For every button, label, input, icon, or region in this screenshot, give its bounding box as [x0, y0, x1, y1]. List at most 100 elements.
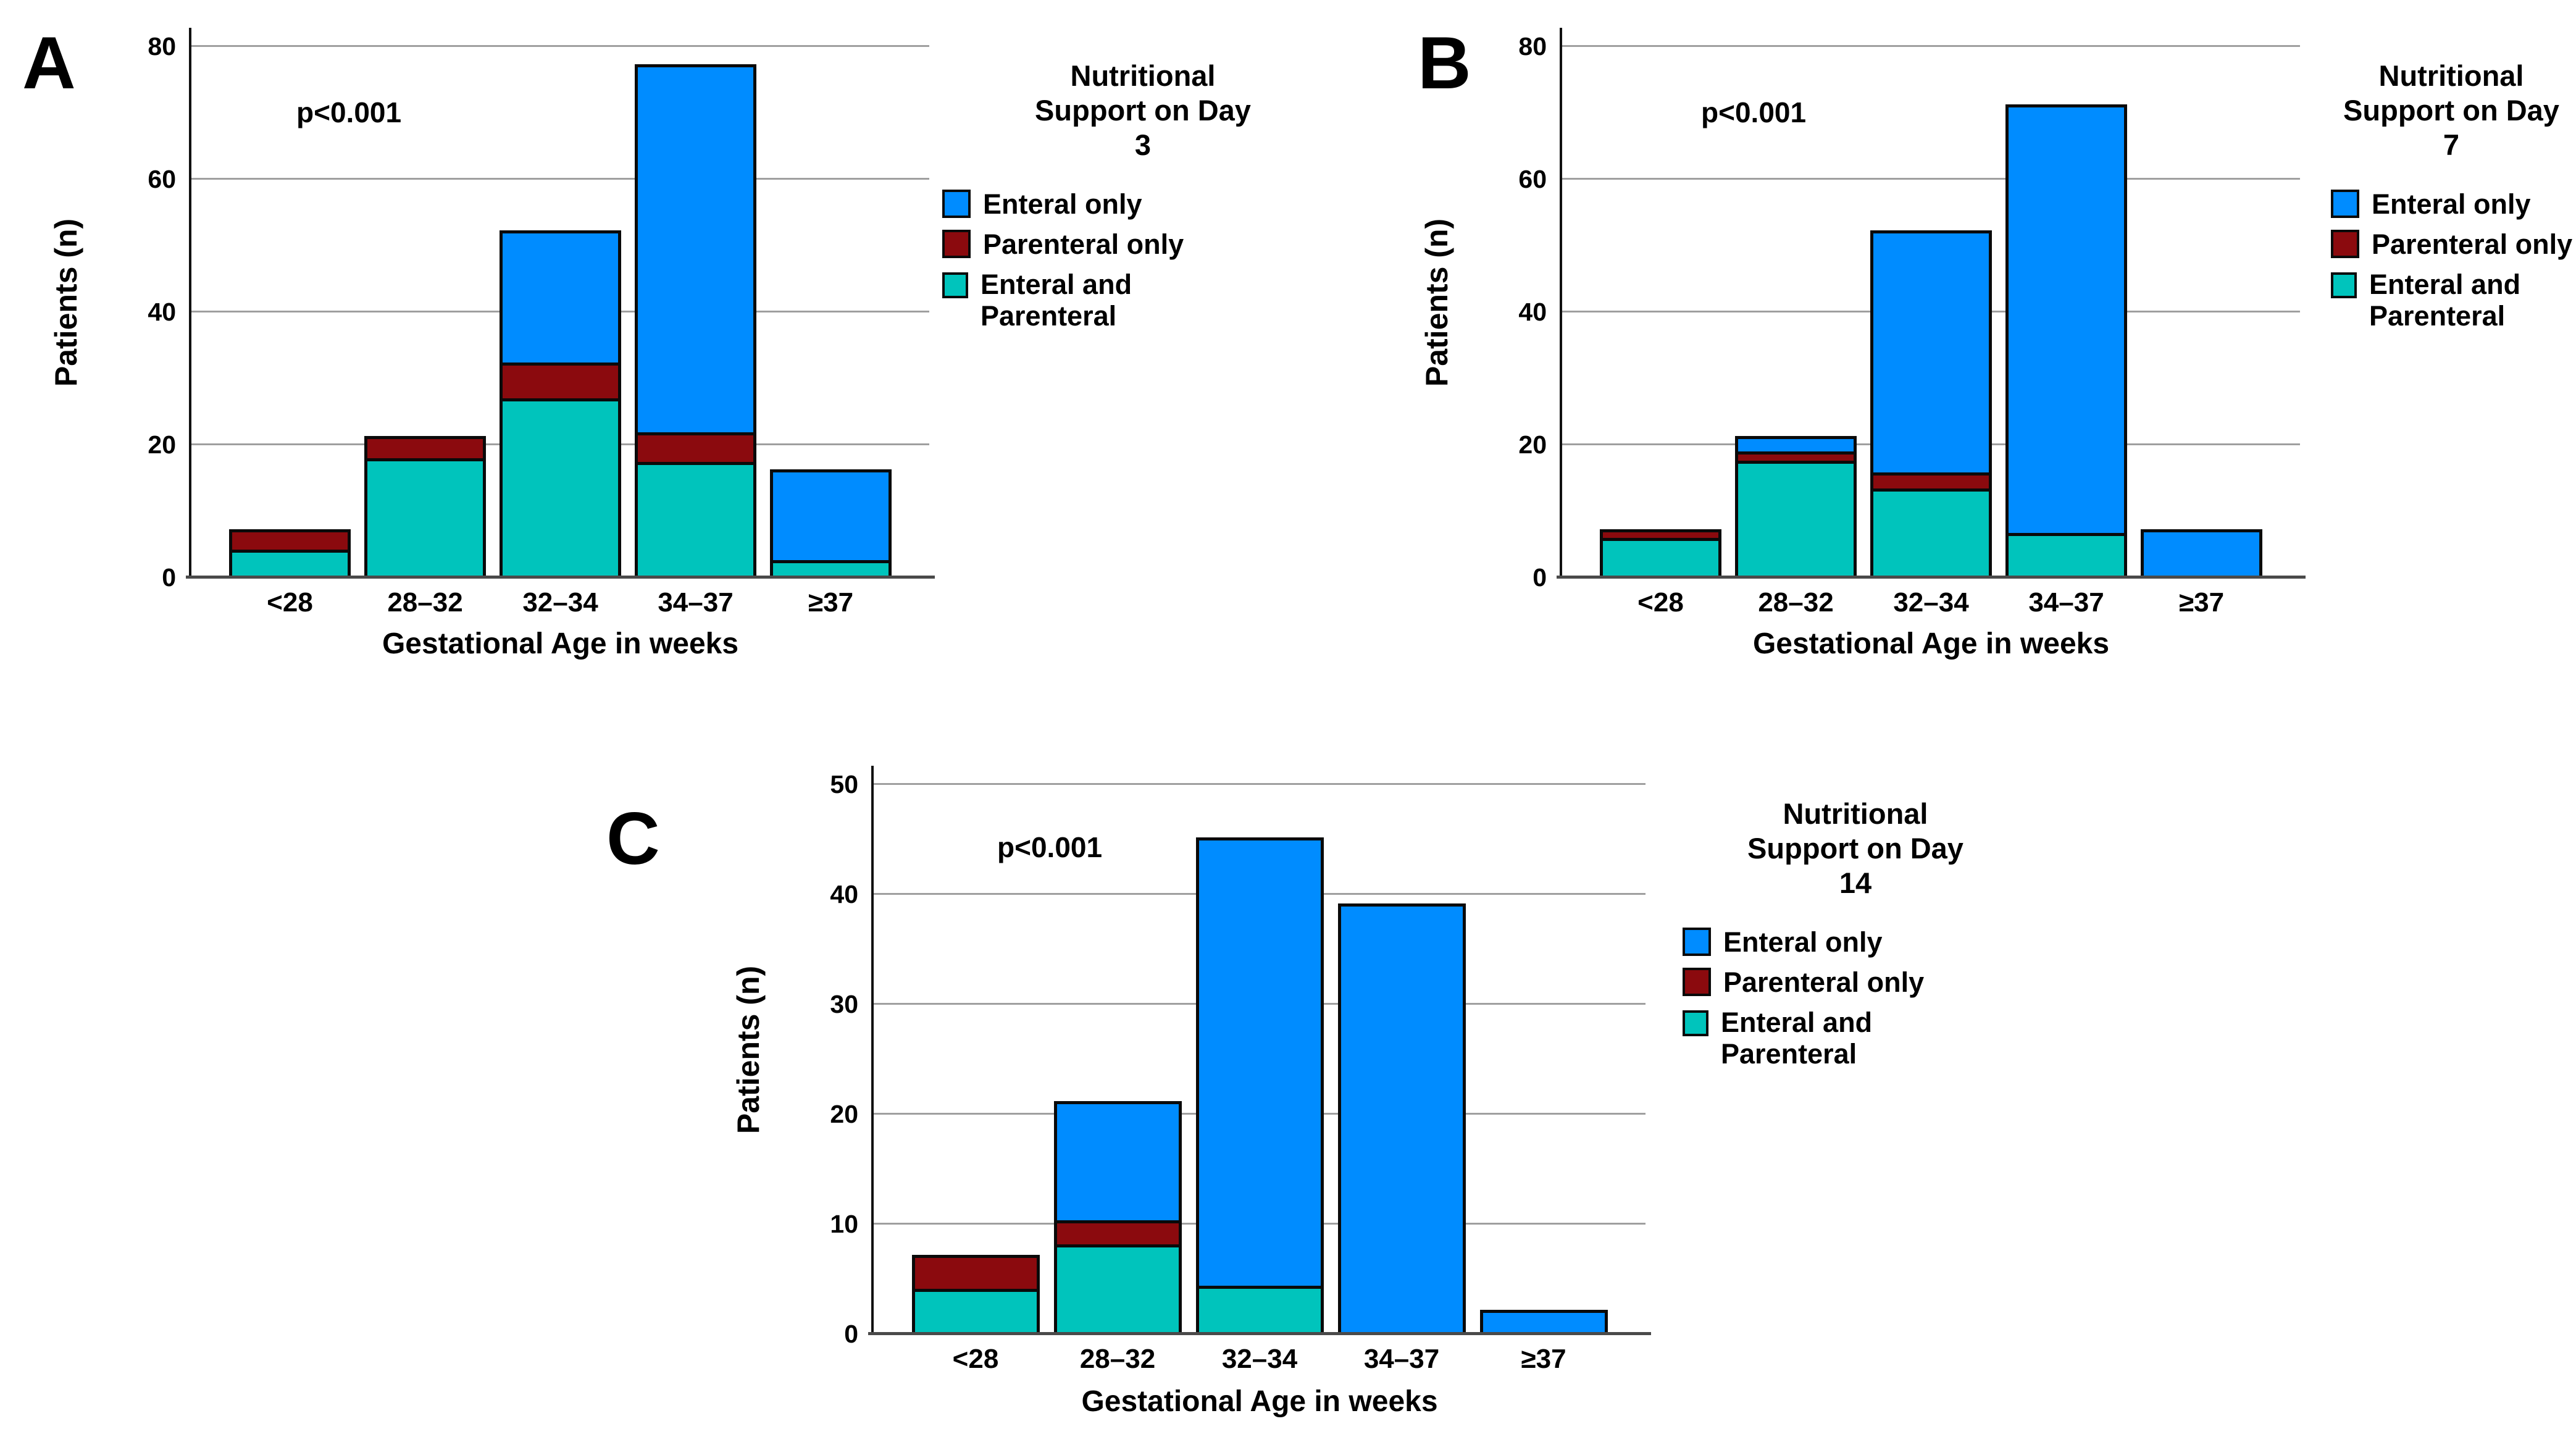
legend-label-enteral-and-parenteral: Enteral and Parenteral — [981, 269, 1132, 332]
bar-segment-enteral-and-parenteral — [1603, 538, 1718, 576]
legend-swatch-enteral-and-parenteral — [942, 272, 968, 298]
p-value-b: p<0.001 — [1701, 96, 1807, 128]
x-tick-label: 34–37 — [2028, 587, 2104, 618]
legend-label-parenteral-only: Parenteral only — [1723, 966, 1925, 998]
y-tick-label-20: 20 — [830, 1100, 858, 1128]
gridline-50 — [874, 783, 1646, 785]
legend-label-enteral-only: Enteral only — [2372, 188, 2531, 220]
legend-title-a-line1: Nutritional — [1070, 59, 1216, 92]
y-axis-title-c-wrap: Patients (n) — [713, 766, 784, 1334]
bar-<28 — [1600, 529, 1721, 579]
bar-segment-parenteral-only — [232, 532, 348, 550]
y-tick-label-50: 50 — [830, 770, 858, 798]
legend-c: Nutritional Support on Day 14 Enteral on… — [1683, 797, 2028, 1078]
legend-swatch-parenteral-only — [942, 230, 971, 258]
bar-segment-enteral-and-parenteral — [638, 461, 753, 576]
x-tick-label: 28–32 — [1758, 587, 1834, 618]
legend-title-b-line2: Support on Day — [2343, 94, 2559, 127]
bar-segment-parenteral-only — [1056, 1220, 1179, 1245]
bar-<28 — [229, 529, 351, 579]
y-axis-title-b-wrap: Patients (n) — [1402, 28, 1473, 577]
bar-segment-parenteral-only — [367, 439, 483, 459]
legend-items-c: Enteral only Parenteral only Enteral and Pa… — [1683, 926, 2028, 1070]
bar-segment-parenteral-only — [503, 362, 618, 398]
x-tick-label: 34–37 — [658, 587, 734, 618]
bar-28–32 — [364, 436, 486, 579]
legend-label-parenteral-only: Parenteral only — [2372, 228, 2573, 260]
bar-segment-enteral-and-parenteral — [232, 549, 348, 576]
legend-swatch-parenteral-only — [2331, 230, 2359, 258]
y-tick-label-60: 60 — [1518, 165, 1547, 193]
x-tick-label: <28 — [1637, 587, 1684, 618]
legend-title-c-line2: Support on Day — [1747, 832, 1963, 865]
bar-segment-enteral-and-parenteral — [2009, 533, 2124, 576]
y-tick-label-0: 0 — [844, 1320, 858, 1348]
bar-segment-enteral-only — [1482, 1313, 1605, 1332]
x-axis-line — [868, 1332, 1651, 1335]
plot-area-a: p<0.001 0 20 40 60 80 <28 28–32 32–34 34–37 ≥37 — [148, 28, 935, 618]
plot-area-c: p<0.001 0 10 20 30 40 50 <28 28–32 32–34 34–37 ≥37 — [830, 766, 1651, 1374]
bar-segment-enteral-and-parenteral — [1873, 488, 1989, 576]
y-axis-title-c: Patients (n) — [731, 965, 766, 1134]
bar-segment-enteral-and-parenteral — [503, 398, 618, 576]
gridline-80 — [1562, 45, 2300, 47]
x-axis-title-c: Gestational Age in weeks — [1081, 1385, 1438, 1418]
x-tick-label: <28 — [952, 1344, 999, 1374]
legend-title-b-line3: 7 — [2443, 128, 2460, 161]
y-tick-label-40: 40 — [830, 880, 858, 908]
p-value-a: p<0.001 — [296, 96, 402, 128]
legend-items-a: Enteral only Parenteral only Enteral and Pa… — [942, 188, 1344, 332]
panel-label-a: A — [22, 22, 76, 104]
legend-item-enteral-and-parenteral: Enteral and Parenteral — [942, 269, 1344, 332]
y-tick-label-0: 0 — [1533, 563, 1547, 592]
y-axis-line — [871, 766, 874, 1334]
bar-segment-parenteral-only — [1738, 451, 1854, 461]
p-value-c: p<0.001 — [997, 831, 1103, 863]
x-tick-label: ≥37 — [1521, 1344, 1566, 1374]
x-tick-label: 32–34 — [1893, 587, 1969, 618]
legend-item-enteral-and-parenteral: Enteral and Parenteral — [1683, 1007, 2028, 1070]
bar-<28 — [911, 1255, 1040, 1335]
legend-b: Nutritional Support on Day 7 Enteral onl… — [2331, 59, 2572, 340]
y-tick-label-60: 60 — [148, 165, 176, 193]
bar-segment-enteral-only — [503, 233, 618, 363]
bar-≥37 — [2141, 529, 2262, 579]
y-axis-title-b: Patients (n) — [1420, 218, 1455, 387]
x-tick-label: <28 — [267, 587, 313, 618]
y-tick-label-10: 10 — [830, 1210, 858, 1238]
y-tick-label-80: 80 — [148, 32, 176, 61]
y-axis-title-a-wrap: Patients (n) — [31, 28, 102, 577]
gridline-80 — [191, 45, 929, 47]
legend-items-b: Enteral only Parenteral only Enteral and Pa… — [2331, 188, 2572, 332]
bar-34–37 — [2005, 104, 2127, 579]
y-tick-label-40: 40 — [148, 298, 176, 326]
bar-segment-enteral-and-parenteral — [1738, 461, 1854, 576]
legend-label-enteral-and-parenteral: Enteral and Parenteral — [1721, 1007, 1873, 1070]
x-axis-title-a: Gestational Age in weeks — [382, 627, 739, 660]
bar-segment-enteral-only — [2144, 532, 2259, 576]
bar-segment-enteral-only — [638, 67, 753, 433]
y-axis-line — [1560, 28, 1562, 577]
bar-28–32 — [1735, 436, 1857, 579]
gridline-60 — [191, 178, 929, 180]
x-tick-label: 34–37 — [1363, 1344, 1440, 1374]
legend-swatch-enteral-only — [1683, 928, 1711, 956]
x-axis-line — [1557, 576, 2306, 579]
x-axis-title-b: Gestational Age in weeks — [1752, 627, 2110, 660]
bar-segment-parenteral-only — [1603, 532, 1718, 539]
legend-label-enteral-only: Enteral only — [983, 188, 1142, 220]
legend-title-b-line1: Nutritional — [2378, 59, 2524, 92]
legend-label-parenteral-only: Parenteral only — [983, 228, 1184, 260]
bar-segment-enteral-only — [2009, 107, 2124, 534]
legend-item-enteral-only: Enteral only — [1683, 926, 2028, 958]
y-axis-line — [189, 28, 191, 577]
legend-title-c-line1: Nutritional — [1783, 797, 1928, 830]
panel-label-b: B — [1418, 22, 1471, 104]
legend-title-a-line2: Support on Day — [1035, 94, 1251, 127]
bar-≥37 — [770, 469, 892, 579]
y-axis-title-a: Patients (n) — [49, 218, 84, 387]
bar-segment-parenteral-only — [914, 1258, 1037, 1289]
legend-a: Nutritional Support on Day 3 Enteral onl… — [942, 59, 1344, 340]
y-tick-label-80: 80 — [1518, 32, 1547, 61]
